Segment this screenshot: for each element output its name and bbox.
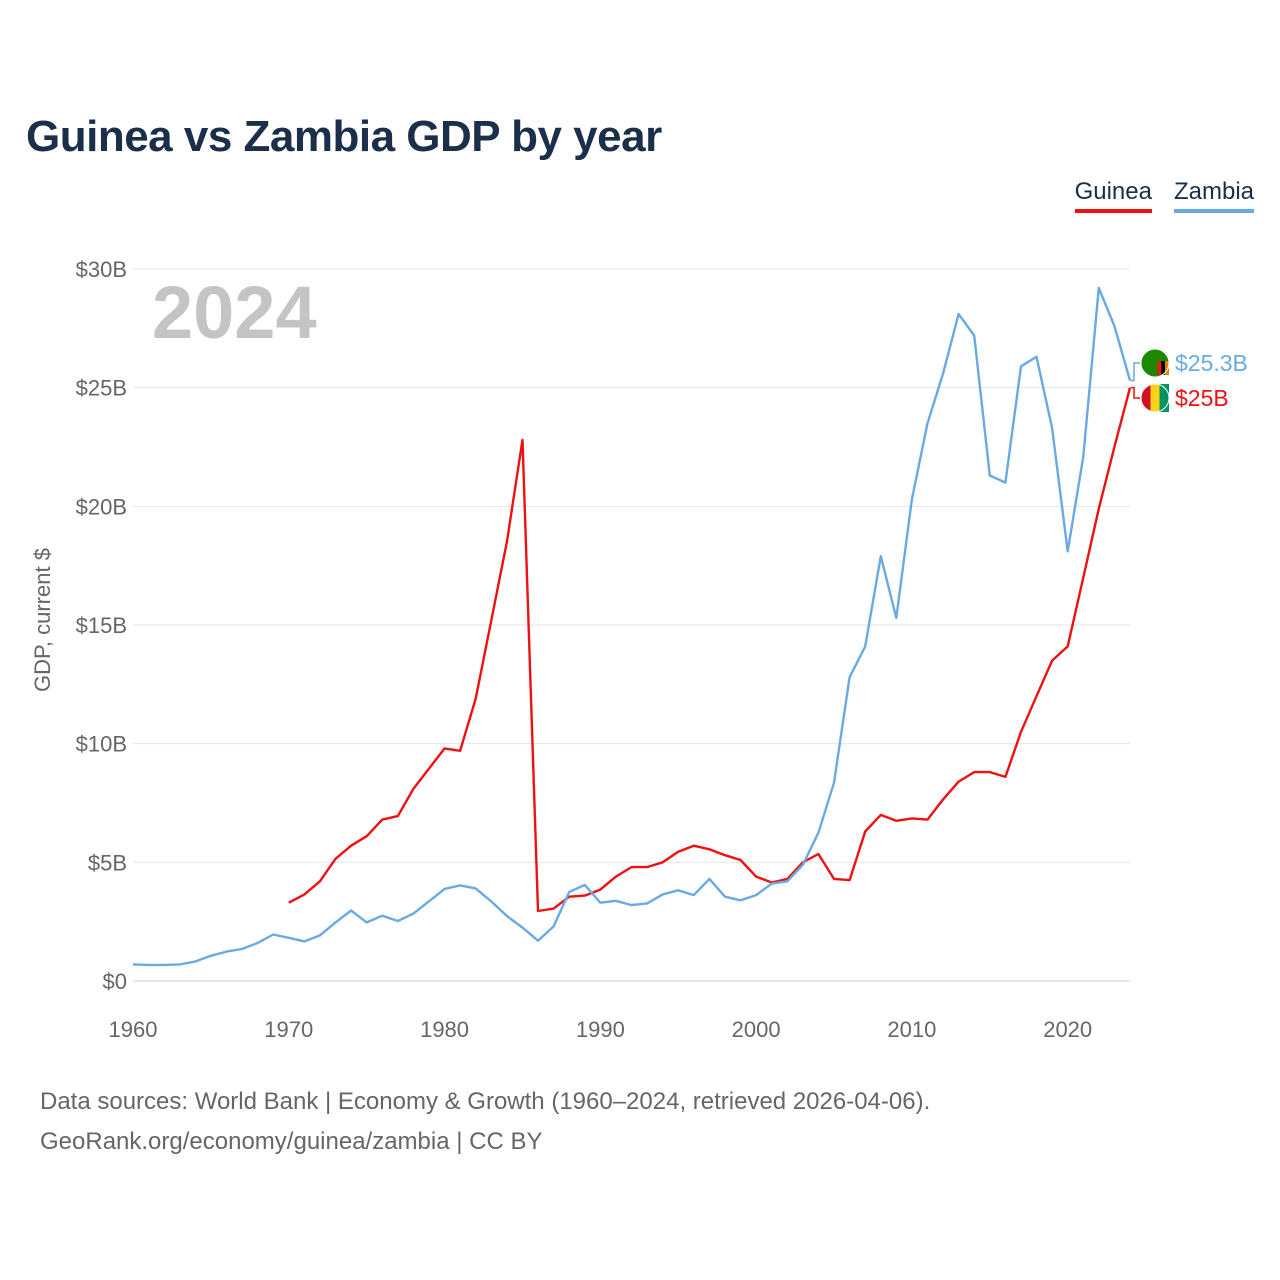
chart: $0 $5B $10B $15B $20B $25B $30B 1960 1970 1980 199… — [30, 257, 1248, 1042]
y-axis-label: GDP, current $ — [30, 548, 55, 692]
flag-border — [1140, 383, 1170, 413]
grid-layer: $0 $5B $10B $15B $20B $25B $30B 1960 1970 1980 199… — [76, 257, 1130, 1042]
series-line-guinea — [288, 387, 1132, 913]
legend-item-guinea[interactable]: Guinea — [1074, 178, 1152, 213]
leader-line — [1131, 386, 1140, 399]
y-tick-label: $0 — [103, 969, 127, 994]
x-tick-label: 2020 — [1043, 1017, 1092, 1042]
attribution-line[interactable]: GeoRank.org/economy/guinea/zambia | CC B… — [40, 1128, 543, 1155]
flag-stripe — [1150, 384, 1160, 412]
legend-item-zambia[interactable]: Zambia — [1173, 178, 1254, 213]
legend: Guinea Zambia — [1074, 178, 1254, 213]
x-tick-label: 1990 — [576, 1017, 625, 1042]
leader-line — [1131, 362, 1140, 382]
x-tick-label: 1970 — [264, 1017, 313, 1042]
y-tick-label: $15B — [76, 613, 127, 638]
chart-title: Guinea vs Zambia GDP by year — [26, 112, 662, 161]
y-tick-label: $5B — [88, 850, 127, 875]
y-tick-label: $25B — [76, 376, 127, 401]
flag-stripe — [1157, 361, 1161, 375]
flag-border — [1140, 348, 1170, 378]
y-tick-label: $10B — [76, 732, 127, 757]
flag-stripe — [1159, 384, 1169, 412]
data-sources: Data sources: World Bank | Economy & Gro… — [40, 1082, 930, 1162]
end-value-label-guinea: $25B — [1175, 385, 1229, 411]
sources-line: Data sources: World Bank | Economy & Gro… — [40, 1088, 931, 1115]
flag-stripe — [1165, 361, 1169, 375]
series-layer — [132, 286, 1132, 967]
x-tick-label: 2010 — [887, 1017, 936, 1042]
end-value-label-zambia: $25.3B — [1175, 350, 1248, 376]
x-tick-label: 1960 — [109, 1017, 158, 1042]
year-watermark: 2024 — [152, 271, 317, 354]
x-tick-label: 1980 — [420, 1017, 469, 1042]
y-tick-label: $30B — [76, 257, 127, 282]
marker-layer: $25B $25.3B — [1131, 348, 1248, 413]
series-line-zambia — [132, 286, 1132, 967]
y-tick-label: $20B — [76, 494, 127, 519]
flag-stripe — [1161, 361, 1165, 375]
x-tick-label: 2000 — [732, 1017, 781, 1042]
